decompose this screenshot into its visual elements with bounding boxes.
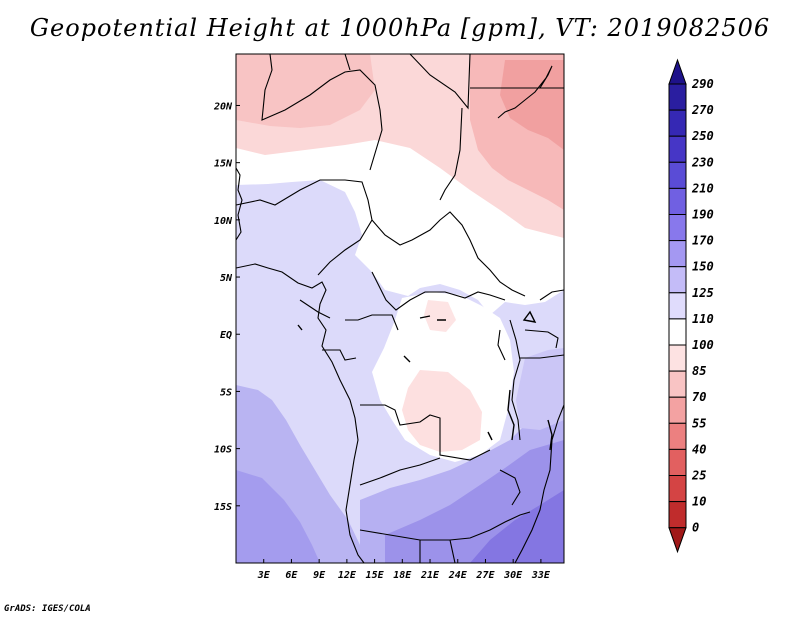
field-blue-southwest-deep [236,470,320,563]
colorbar-label: 170 [692,234,714,248]
colorbar-label: 190 [692,208,714,222]
border-sahara [261,54,564,201]
colorbar-box [668,396,687,424]
lon-tick-label: 9E [313,570,326,581]
lon-tick-label: 15E [366,570,385,581]
colorbar-box [668,292,687,320]
field-white-central [236,140,564,315]
lat-tick-label: EQ [220,330,232,341]
colorbar-box [668,448,687,476]
lat-tick-label: 15S [214,502,232,513]
lat-tick-label: 20N [213,101,233,112]
colorbar-box [668,422,687,450]
colorbar-label: 150 [692,260,714,274]
lon-tick-label: 27E [475,570,495,581]
colorbar-box [668,370,687,398]
colorbar-label: 0 [692,521,699,535]
colorbar-box [668,135,687,163]
colorbar-bottom-triangle [668,527,687,554]
colorbar-label: 270 [691,103,714,117]
colorbar-label: 10 [692,495,706,509]
longitude-axis: 3E 6E 9E 12E 15E 18E 21E 24E 27E 30E 33E [257,559,551,581]
coastline-west-africa [236,167,365,563]
lat-tick-label: 5N [220,273,233,284]
lon-tick-label: 33E [531,570,551,581]
colorbar-label: 230 [691,155,714,169]
credit-label: GrADS: IGES/COLA [4,604,91,614]
colorbar-box [668,187,687,215]
lat-tick-label: 15N [214,159,233,170]
lat-tick-label: 10N [214,216,233,227]
map-title: Geopotential Height at 1000hPa [gpm], VT… [29,14,771,42]
map-panel [236,54,564,563]
border-central-africa [236,179,526,461]
field-pink-congo-2 [424,300,456,332]
colorbar-box [668,475,687,503]
colorbar-label: 110 [692,312,714,326]
colorbar-label: 55 [692,416,706,430]
colorbar-label: 100 [692,338,714,352]
lon-tick-label: 18E [393,570,412,581]
border-southern-africa [359,457,531,563]
coastline-east-africa [514,404,564,563]
colorbar-label: 290 [691,77,714,91]
field-blue-east [516,348,564,430]
colorbar-label: 85 [692,364,706,378]
boundaries [236,54,564,563]
colorbar-box [668,318,687,346]
colorbar-box [668,161,687,189]
lon-tick-label: 21E [420,570,440,581]
colorbar-top-triangle [668,58,687,85]
colorbar-label: 25 [691,469,706,483]
colorbar-box [668,83,687,111]
lon-tick-label: 24E [448,570,468,581]
colorbar-box [668,109,687,137]
lat-tick-label: 10S [214,445,232,456]
colorbar-box [668,344,687,372]
border-great-lakes [497,289,564,441]
latitude-axis: 20N 15N 10N 5N EQ 5S 10S 15S [213,101,240,513]
lat-tick-label: 5S [220,387,232,398]
map-frame [235,53,565,564]
coastline-gulf-of-aden [497,65,553,119]
lon-tick-label: 3E [257,570,271,581]
colorbar-box [668,501,687,529]
colorbar-label: 250 [691,129,714,143]
colorbar-box [668,266,687,294]
colorbar-box [668,214,687,242]
field-pink-northeast-deep [500,60,564,150]
colorbar-label: 210 [691,181,714,195]
lon-tick-label: 30E [503,570,523,581]
colorbar-label: 40 [692,442,706,456]
colorbar-box [668,240,687,268]
colorbar: 2902702502302101901701501251101008570554… [668,58,714,554]
colorbar-label: 70 [692,390,706,404]
lon-tick-label: 6E [285,570,298,581]
lakes [297,310,553,451]
colorbar-label: 125 [692,286,714,300]
field-pink-congo [402,370,482,452]
lon-tick-label: 12E [338,570,357,581]
